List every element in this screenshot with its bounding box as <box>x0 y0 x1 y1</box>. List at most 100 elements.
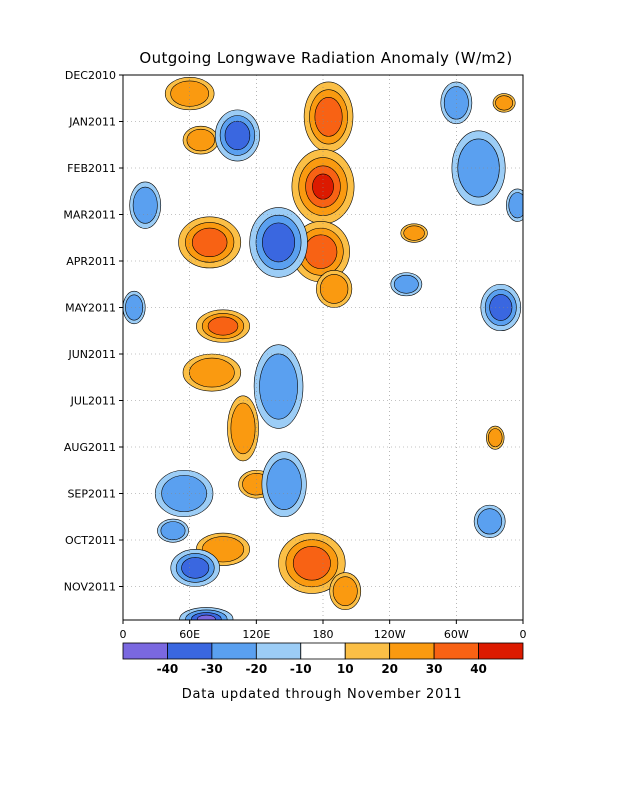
colorbar-label: 30 <box>426 662 443 676</box>
anomaly-cell-negative <box>154 469 214 518</box>
colorbar-label: 20 <box>381 662 398 676</box>
contour-ring <box>332 576 358 606</box>
y-tick-label: OCT2011 <box>65 534 116 547</box>
x-tick-label: 60E <box>179 628 200 641</box>
contour-ring <box>161 475 207 512</box>
anomaly-cell-positive <box>291 149 355 225</box>
anomaly-cell-negative <box>390 272 423 297</box>
colorbar-label: -30 <box>201 662 223 676</box>
x-tick-label: 120E <box>242 628 270 641</box>
x-tick-label: 120W <box>374 628 406 641</box>
anomaly-cell-negative <box>473 504 506 538</box>
contour-ring <box>189 357 235 388</box>
colorbar-swatch <box>122 642 168 660</box>
contour-ring <box>403 225 425 241</box>
anomaly-cell-negative <box>451 130 506 206</box>
colorbar-swatch <box>433 642 479 660</box>
anomaly-cell-negative <box>179 607 234 620</box>
contour-ring <box>508 192 523 219</box>
contour-ring <box>262 222 296 263</box>
contour-ring <box>196 614 216 620</box>
contour-ring <box>224 120 251 151</box>
x-tick-label: 60W <box>444 628 469 641</box>
contour-ring <box>477 508 503 535</box>
anomaly-cell-positive <box>400 223 428 243</box>
colorbar-label: -20 <box>245 662 267 676</box>
colorbar-swatch <box>389 642 435 660</box>
contour-ring <box>292 546 331 581</box>
contour-ring <box>160 521 186 541</box>
anomaly-cell-negative <box>440 81 473 125</box>
y-tick-label: JAN2011 <box>68 116 116 129</box>
x-tick-label: 180 <box>313 628 334 641</box>
contour-ring <box>230 402 256 455</box>
anomaly-cell-positive <box>303 81 354 153</box>
contour-ring <box>259 353 298 420</box>
y-tick-label: JUN2011 <box>67 348 116 361</box>
colorbar-label: 10 <box>337 662 354 676</box>
contour-ring <box>186 128 215 152</box>
colorbar-label: -10 <box>290 662 312 676</box>
contour-ring <box>207 316 239 336</box>
anomaly-cell-negative <box>123 290 146 325</box>
contour-ring <box>304 234 338 269</box>
y-tick-label: AUG2011 <box>64 441 116 454</box>
colorbar-label: 40 <box>470 662 487 676</box>
contour-ring <box>266 458 302 510</box>
y-tick-label: JUL2011 <box>70 395 116 408</box>
anomaly-cell-negative <box>480 283 522 332</box>
y-tick-label: APR2011 <box>66 255 116 268</box>
colorbar: -40 -30 -20 -10 10 20 30 40 <box>122 642 524 676</box>
anomaly-cell-positive <box>527 340 545 359</box>
contour-ring <box>529 342 543 357</box>
plot-area <box>123 75 545 620</box>
y-tick-label: DEC2010 <box>65 69 116 82</box>
anomaly-cell-negative <box>506 188 523 222</box>
anomaly-cell-positive <box>164 77 215 111</box>
anomaly-cell-positive <box>486 425 505 450</box>
anomaly-cell-positive <box>316 269 353 308</box>
anomaly-cell-positive <box>492 93 516 113</box>
anomaly-cell-positive <box>329 572 362 611</box>
chart-title: Outgoing Longwave Radiation Anomaly (W/m… <box>139 49 512 67</box>
y-tick-label: SEP2011 <box>67 488 116 501</box>
y-tick-label: MAR2011 <box>63 209 116 222</box>
footnote: Data updated through November 2011 <box>182 687 463 702</box>
contour-ring <box>319 274 349 304</box>
anomaly-cell-negative <box>261 451 307 518</box>
colorbar-swatch <box>300 642 346 660</box>
anomaly-cell-negative <box>129 181 162 229</box>
colorbar-swatch <box>478 642 524 660</box>
grid-lines <box>123 75 523 620</box>
anomaly-cell-negative <box>249 207 308 278</box>
anomaly-cell-negative <box>214 109 260 162</box>
anomaly-cell-positive <box>182 125 219 155</box>
anomaly-cell-positive <box>278 532 346 594</box>
contour-ring <box>393 274 419 294</box>
contour-ring <box>191 227 228 258</box>
contour-ring <box>487 428 503 448</box>
x-axis-ticks: 0 60E 120E 180 120W 60W 0 <box>120 620 527 641</box>
contour-ring <box>125 294 144 321</box>
contour-ring <box>132 186 158 224</box>
contour-ring <box>489 294 513 321</box>
anomaly-cell-positive <box>227 395 259 462</box>
colorbar-swatch <box>344 642 391 660</box>
colorbar-label: -40 <box>157 662 179 676</box>
colorbar-swatch <box>255 642 302 660</box>
colorbar-swatch <box>211 642 257 660</box>
contour-ring <box>495 95 514 111</box>
colorbar-swatch <box>167 642 213 660</box>
contour-ring <box>181 557 210 579</box>
anomaly-cell-negative <box>157 518 189 543</box>
anomaly-cell-negative <box>170 549 220 587</box>
y-tick-label: FEB2011 <box>67 162 116 175</box>
anomaly-cell-positive <box>182 353 242 392</box>
contour-ring <box>314 97 343 137</box>
x-tick-label: 0 <box>120 628 127 641</box>
anomaly-cell-negative <box>253 344 304 429</box>
contour-ring <box>527 340 545 359</box>
anomaly-cell-positive <box>178 216 242 269</box>
anomaly-cell-positive <box>196 309 250 343</box>
